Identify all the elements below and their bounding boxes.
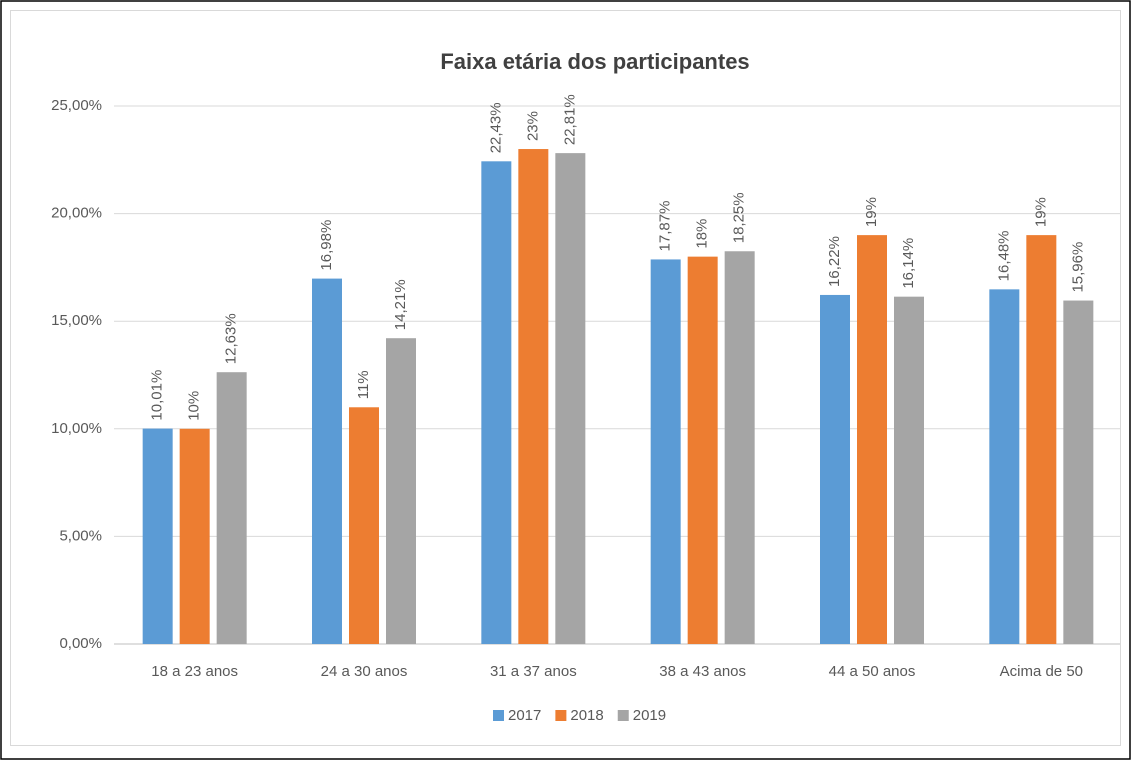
bar — [1063, 300, 1094, 644]
bar — [555, 153, 586, 645]
chart-title: Faixa etária dos participantes — [440, 49, 749, 74]
bar — [518, 149, 549, 645]
x-tick-label: Acima de 50 — [1000, 663, 1083, 680]
x-tick-label: 31 a 37 anos — [490, 663, 577, 680]
legend-swatch — [617, 710, 629, 721]
bar — [312, 278, 342, 644]
legend-label: 2017 — [508, 707, 541, 724]
x-tick-label: 18 a 23 anos — [151, 663, 238, 680]
bar — [687, 256, 718, 644]
value-label: 10% — [186, 391, 203, 421]
legend-swatch — [555, 710, 567, 721]
value-label: 16,14% — [900, 238, 917, 289]
value-label: 10,01% — [149, 370, 166, 421]
y-tick-label: 5,00% — [59, 527, 102, 544]
value-label: 16,22% — [826, 236, 843, 287]
bar — [857, 235, 887, 644]
bar — [179, 428, 210, 644]
value-label: 19% — [1032, 197, 1049, 227]
y-tick-label: 20,00% — [51, 205, 102, 222]
value-label: 19% — [863, 197, 880, 227]
bar — [216, 372, 247, 644]
value-label: 16,98% — [318, 220, 335, 271]
y-tick-label: 25,00% — [51, 97, 102, 114]
bar — [894, 296, 924, 644]
legend-swatch — [493, 710, 504, 721]
bar — [481, 161, 512, 644]
value-label: 22,43% — [487, 102, 504, 153]
y-tick-label: 15,00% — [51, 312, 102, 329]
bar — [820, 294, 850, 644]
y-tick-label: 0,00% — [59, 635, 102, 652]
bar — [989, 289, 1020, 644]
bar — [349, 407, 379, 644]
value-label: 14,21% — [392, 279, 409, 330]
y-tick-label: 10,00% — [51, 420, 102, 437]
bar — [650, 259, 681, 644]
value-label: 23% — [524, 111, 541, 141]
bar — [724, 251, 755, 644]
legend-label: 2018 — [570, 707, 603, 724]
value-label: 16,48% — [995, 230, 1012, 281]
x-tick-label: 38 a 43 anos — [659, 663, 746, 680]
value-label: 15,96% — [1069, 242, 1086, 293]
x-tick-label: 44 a 50 anos — [829, 663, 916, 680]
bar — [386, 338, 416, 644]
bar — [142, 428, 173, 644]
value-label: 11% — [355, 370, 372, 399]
value-label: 17,87% — [657, 201, 674, 252]
x-tick-label: 24 a 30 anos — [321, 663, 408, 680]
value-label: 12,63% — [223, 313, 240, 364]
legend-label: 2019 — [633, 707, 666, 724]
value-label: 22,81% — [561, 94, 578, 145]
value-label: 18,25% — [731, 192, 748, 243]
bar — [1026, 235, 1057, 644]
value-label: 18% — [694, 219, 711, 249]
chart-frame — [10, 10, 1121, 746]
